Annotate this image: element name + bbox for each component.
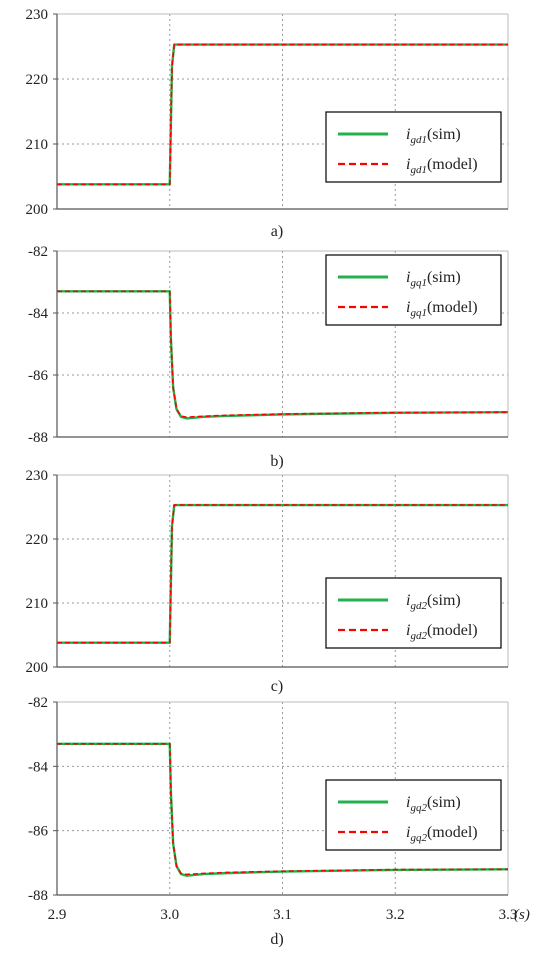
y-tick-label: -84	[28, 306, 48, 322]
y-tick-label: -88	[28, 888, 48, 904]
y-tick-label: -86	[28, 824, 48, 840]
x-tick-label: 3.1	[273, 907, 292, 923]
legend: igq2(sim) igq2(model)	[325, 779, 502, 851]
y-tick-label: -84	[28, 759, 48, 775]
legend-box	[325, 779, 502, 851]
y-tick-label: 210	[26, 137, 49, 153]
y-tick-label: -82	[28, 244, 48, 260]
panel-label: a)	[271, 223, 283, 240]
legend-box	[325, 254, 502, 326]
y-tick-label: 220	[26, 532, 49, 548]
chart-panel-4: -88-86-84-822.9 3.0 3.1 3.2 3.3(s)igq2(sim)i…	[28, 695, 530, 948]
legend-box	[325, 111, 502, 183]
legend-label: igq1(sim)	[406, 269, 461, 289]
series-line-model	[57, 743, 509, 876]
y-tick-label: 230	[26, 7, 49, 23]
panel-label: d)	[270, 931, 283, 948]
y-tick-label: -88	[28, 430, 48, 446]
chart-panel-2: -88 -86 -84 -82 igq1(sim) igq1(model) b)	[28, 244, 509, 470]
panel-label: b)	[270, 453, 283, 470]
series-line-model	[57, 504, 508, 644]
x-tick-label: 2.9	[48, 907, 67, 923]
legend: igq1(sim) igq1(model)	[325, 254, 502, 326]
panel-label: c)	[271, 678, 283, 695]
legend-label: igq1(model)	[406, 299, 478, 319]
y-tick-label: 230	[26, 468, 49, 484]
legend-label: igq2(model)	[406, 824, 478, 844]
legend: igd1(sim) igd1(model)	[325, 111, 502, 183]
series-line-model	[57, 290, 509, 418]
legend: igd2(sim) igd2(model)	[325, 577, 502, 649]
x-tick-label: 3.3	[499, 907, 518, 923]
x-tick-label: 3.2	[386, 907, 405, 923]
y-tick-label: 210	[26, 596, 49, 612]
legend-label: igd1(sim)	[406, 126, 461, 146]
series-line-model	[57, 43, 508, 186]
y-tick-label: -82	[28, 695, 48, 711]
y-tick-label: 220	[26, 72, 49, 88]
y-tick-label: 200	[26, 660, 49, 676]
chart-panel-3: 200 210 220 230 igd2(sim) igd2(model) c)	[26, 468, 509, 695]
legend-label: igd1(model)	[406, 156, 478, 176]
legend-label: igd2(model)	[406, 622, 478, 642]
x-unit-label: (s)	[514, 907, 530, 923]
y-tick-label: -86	[28, 368, 48, 384]
legend-label: igq2(sim)	[406, 794, 461, 814]
legend-box	[325, 577, 502, 649]
x-tick-label: 3.0	[160, 907, 179, 923]
chart-panel-1: 200 210 220 230 igd1(sim) igd1(model) a)	[26, 7, 509, 240]
legend-label: igd2(sim)	[406, 592, 461, 612]
y-tick-label: 200	[26, 202, 49, 218]
